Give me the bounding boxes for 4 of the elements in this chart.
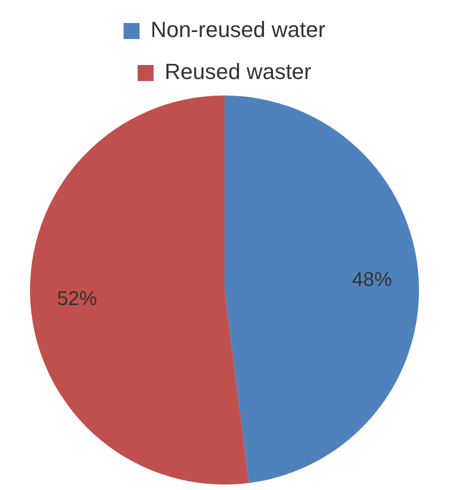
data-label: 52% bbox=[56, 288, 98, 310]
legend-label: Reused waster bbox=[164, 59, 312, 84]
data-label: 48% bbox=[352, 269, 392, 292]
legend-label: Non-reused water bbox=[150, 17, 326, 42]
